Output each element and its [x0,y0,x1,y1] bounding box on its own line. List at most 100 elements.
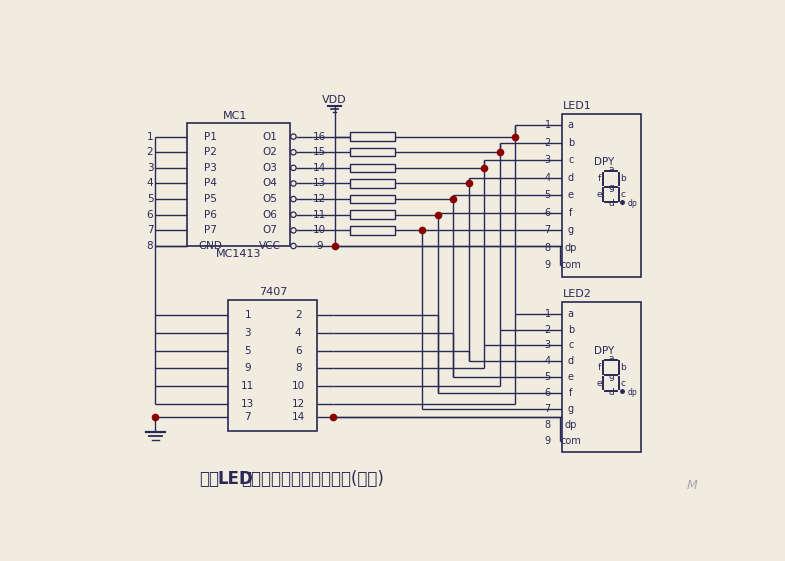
Bar [350,195,395,203]
Text: O7: O7 [262,226,277,236]
Text: VCC: VCC [258,241,280,251]
Text: 15: 15 [313,147,327,157]
Bar [350,148,395,157]
Text: DPY: DPY [594,346,615,356]
Text: d: d [608,388,614,397]
Text: P2: P2 [204,147,217,157]
Text: P3: P3 [204,163,217,173]
Text: 14: 14 [291,412,305,422]
Text: 13: 13 [241,399,254,409]
Text: 3: 3 [545,155,551,165]
Text: 5: 5 [244,346,251,356]
Text: 14: 14 [313,163,327,173]
Text: 9: 9 [545,260,551,270]
Text: 9: 9 [244,364,251,374]
Text: g: g [608,183,614,192]
Text: 12: 12 [313,194,327,204]
Text: b: b [620,174,626,183]
Text: P1: P1 [204,132,217,141]
Text: 3: 3 [147,163,153,173]
Text: f: f [598,174,601,183]
Text: 2: 2 [545,325,551,334]
Text: 7: 7 [147,226,153,236]
Text: f: f [569,388,572,398]
Text: c: c [568,155,574,165]
Text: g: g [568,225,574,235]
Text: 8: 8 [545,243,551,252]
Text: 2: 2 [147,147,153,157]
Text: VDD: VDD [322,95,347,105]
Text: 6: 6 [545,208,551,218]
Text: 8: 8 [545,420,551,430]
Text: O5: O5 [262,194,277,204]
Text: P4: P4 [204,178,217,188]
Text: 6: 6 [545,388,551,398]
Text: O1: O1 [262,132,277,141]
Text: e: e [597,190,602,199]
Text: f: f [569,208,572,218]
Text: 12: 12 [291,399,305,409]
Text: 7407: 7407 [259,287,287,297]
Text: 11: 11 [313,210,327,220]
Text: 1: 1 [545,309,551,319]
Text: 10: 10 [291,381,305,391]
Text: O3: O3 [262,163,277,173]
Text: dp: dp [627,199,637,208]
Text: e: e [568,190,574,200]
Bar [561,302,641,452]
Text: 4: 4 [147,178,153,188]
Text: DPY: DPY [594,157,615,167]
Text: b: b [568,137,574,148]
Text: a: a [568,309,574,319]
Text: b: b [568,325,574,334]
Text: 2: 2 [545,137,551,148]
Text: a: a [608,354,614,363]
Text: 4: 4 [545,173,551,183]
Text: d: d [608,199,614,208]
Text: 并行: 并行 [199,470,219,488]
Text: 7: 7 [244,412,251,422]
Text: 3: 3 [244,328,251,338]
Text: 1: 1 [545,120,551,130]
Text: LED1: LED1 [563,101,591,111]
Text: 13: 13 [313,178,327,188]
Bar [350,132,395,141]
Text: O4: O4 [262,178,277,188]
Text: dp: dp [564,243,577,252]
Text: 7: 7 [545,225,551,235]
Text: 8: 8 [294,364,301,374]
Text: 9: 9 [316,241,323,251]
Text: LED: LED [217,470,254,488]
Text: 5: 5 [545,373,551,382]
Bar [350,210,395,219]
Text: com: com [560,260,581,270]
Text: 4: 4 [294,328,301,338]
Text: 5: 5 [545,190,551,200]
Text: 数码管动态扫瞄显示电路(共阳): 数码管动态扫瞄显示电路(共阳) [241,470,384,488]
Text: a: a [568,120,574,130]
Text: 10: 10 [313,226,327,236]
Text: MC1413: MC1413 [216,250,261,259]
Text: O2: O2 [262,147,277,157]
Text: b: b [620,363,626,372]
Text: f: f [598,363,601,372]
Bar [350,226,395,234]
Text: c: c [620,190,626,199]
Text: dp: dp [564,420,577,430]
Text: P5: P5 [204,194,217,204]
Bar [350,164,395,172]
Text: 16: 16 [313,132,327,141]
Text: 8: 8 [147,241,153,251]
Bar [228,300,317,431]
Text: 1: 1 [244,310,251,320]
Text: a: a [608,165,614,174]
Text: c: c [620,379,626,388]
Text: dp: dp [627,388,637,397]
Text: 1: 1 [147,132,153,141]
Text: 5: 5 [147,194,153,204]
Bar [561,113,641,277]
Text: 7: 7 [545,404,551,414]
Text: 4: 4 [545,356,551,366]
Text: e: e [597,379,602,388]
Text: 2: 2 [294,310,301,320]
